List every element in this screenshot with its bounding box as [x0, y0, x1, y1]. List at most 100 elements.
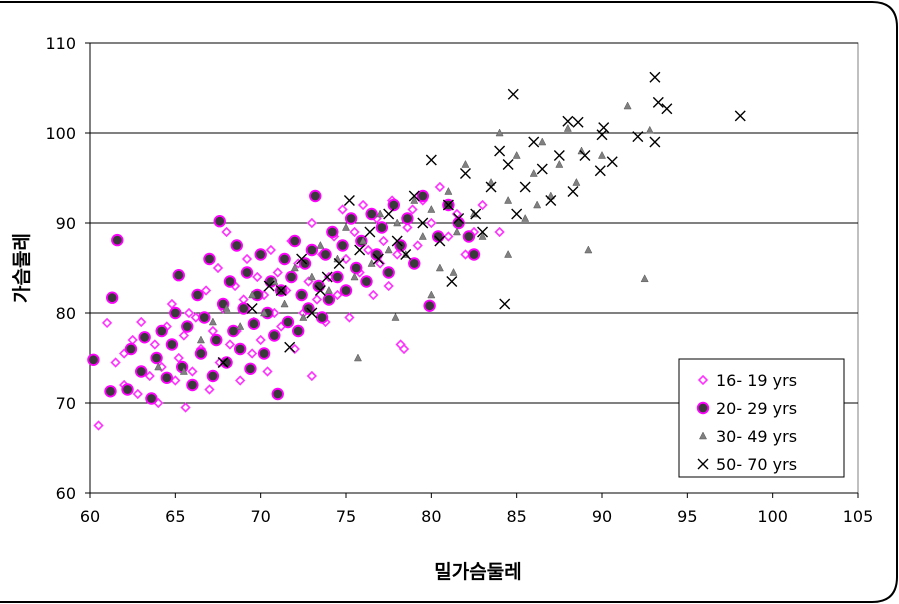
- legend-label: 16- 19 yrs: [716, 371, 797, 390]
- data-point: [247, 317, 261, 331]
- data-point: [145, 392, 158, 405]
- data-point: [459, 168, 471, 179]
- data-point: [553, 150, 565, 161]
- y-axis-ticks: 60 70 80 90 100 110: [45, 34, 90, 503]
- data-point: [315, 311, 329, 324]
- legend-marker: [697, 374, 709, 386]
- legend: 16- 19 yrs 20- 29 yrs 30- 49 yrs 50- 70 yrs: [678, 358, 845, 478]
- data-point: [298, 257, 312, 270]
- data-point: [349, 226, 360, 238]
- data-point: [227, 324, 240, 338]
- data-point: [316, 240, 325, 249]
- data-point: [461, 159, 470, 168]
- data-point: [584, 245, 593, 254]
- data-point: [295, 288, 308, 302]
- data-point: [212, 262, 224, 274]
- data-point: [203, 252, 216, 266]
- data-point: [596, 129, 608, 141]
- data-point: [467, 248, 481, 261]
- data-point: [426, 217, 437, 229]
- data-point: [246, 303, 258, 314]
- x-tick-label-105: 105: [843, 507, 874, 526]
- data-point: [494, 226, 505, 238]
- data-point: [649, 136, 661, 148]
- data-point: [427, 290, 436, 299]
- data-point: [528, 136, 540, 148]
- data-point: [444, 186, 453, 195]
- data-point: [194, 347, 208, 360]
- data-point: [410, 195, 419, 204]
- data-point: [567, 186, 579, 197]
- data-point: [124, 342, 138, 356]
- data-point: [398, 343, 410, 355]
- data-point: [332, 289, 343, 301]
- data-point: [198, 311, 211, 324]
- data-point: [400, 249, 412, 260]
- x-tick-label-100: 100: [757, 507, 788, 526]
- data-point: [597, 150, 607, 159]
- data-point: [324, 285, 333, 294]
- data-point: [393, 218, 402, 227]
- data-point: [598, 122, 610, 134]
- legend-marker: [697, 458, 709, 470]
- data-point: [344, 212, 358, 225]
- data-point: [504, 249, 513, 258]
- data-point: [217, 357, 229, 368]
- x-tick-label-90: 90: [592, 507, 612, 526]
- data-point: [183, 307, 195, 319]
- data-point: [181, 320, 194, 333]
- data-point: [302, 302, 315, 315]
- data-point: [412, 240, 423, 251]
- data-point: [236, 321, 245, 330]
- data-point: [263, 280, 275, 292]
- data-point: [311, 294, 323, 305]
- data-point: [306, 307, 318, 319]
- legend-item-4: 50- 70 yrs: [697, 455, 797, 474]
- data-point: [453, 213, 465, 224]
- data-point: [375, 221, 389, 234]
- data-point: [165, 338, 179, 351]
- legend-label: 50- 70 yrs: [716, 455, 797, 474]
- data-point: [452, 227, 461, 236]
- data-point: [350, 272, 359, 281]
- data-point: [383, 208, 395, 220]
- data-point: [734, 110, 746, 122]
- data-point: [306, 370, 317, 382]
- data-point: [521, 213, 530, 222]
- data-point: [449, 267, 458, 276]
- data-point: [260, 308, 269, 317]
- data-point: [394, 239, 407, 252]
- data-point: [150, 351, 163, 365]
- data-point: [485, 181, 497, 193]
- data-point: [179, 366, 188, 375]
- legend-label: 20- 29 yrs: [716, 399, 797, 418]
- data-point: [434, 181, 445, 193]
- data-point: [391, 235, 403, 247]
- data-point: [502, 159, 514, 170]
- data-point: [378, 235, 389, 247]
- data-point: [204, 384, 215, 395]
- data-point: [288, 234, 302, 248]
- data-point: [623, 101, 632, 110]
- x-tick-label-70: 70: [250, 507, 270, 526]
- data-point: [401, 212, 414, 225]
- data-point: [210, 333, 223, 347]
- data-point: [321, 271, 333, 283]
- data-point: [425, 154, 437, 166]
- data-point: [477, 199, 488, 211]
- data-point: [134, 365, 148, 378]
- data-point: [220, 356, 233, 369]
- data-point: [281, 315, 295, 329]
- data-point: [632, 131, 644, 143]
- data-point: [331, 270, 344, 284]
- data-point: [333, 258, 345, 269]
- data-point: [382, 266, 395, 279]
- data-point: [536, 163, 548, 175]
- data-point: [235, 375, 246, 386]
- data-point: [364, 226, 376, 238]
- data-point: [384, 245, 393, 254]
- data-point: [487, 177, 496, 186]
- data-point: [478, 231, 487, 240]
- data-point: [446, 276, 458, 287]
